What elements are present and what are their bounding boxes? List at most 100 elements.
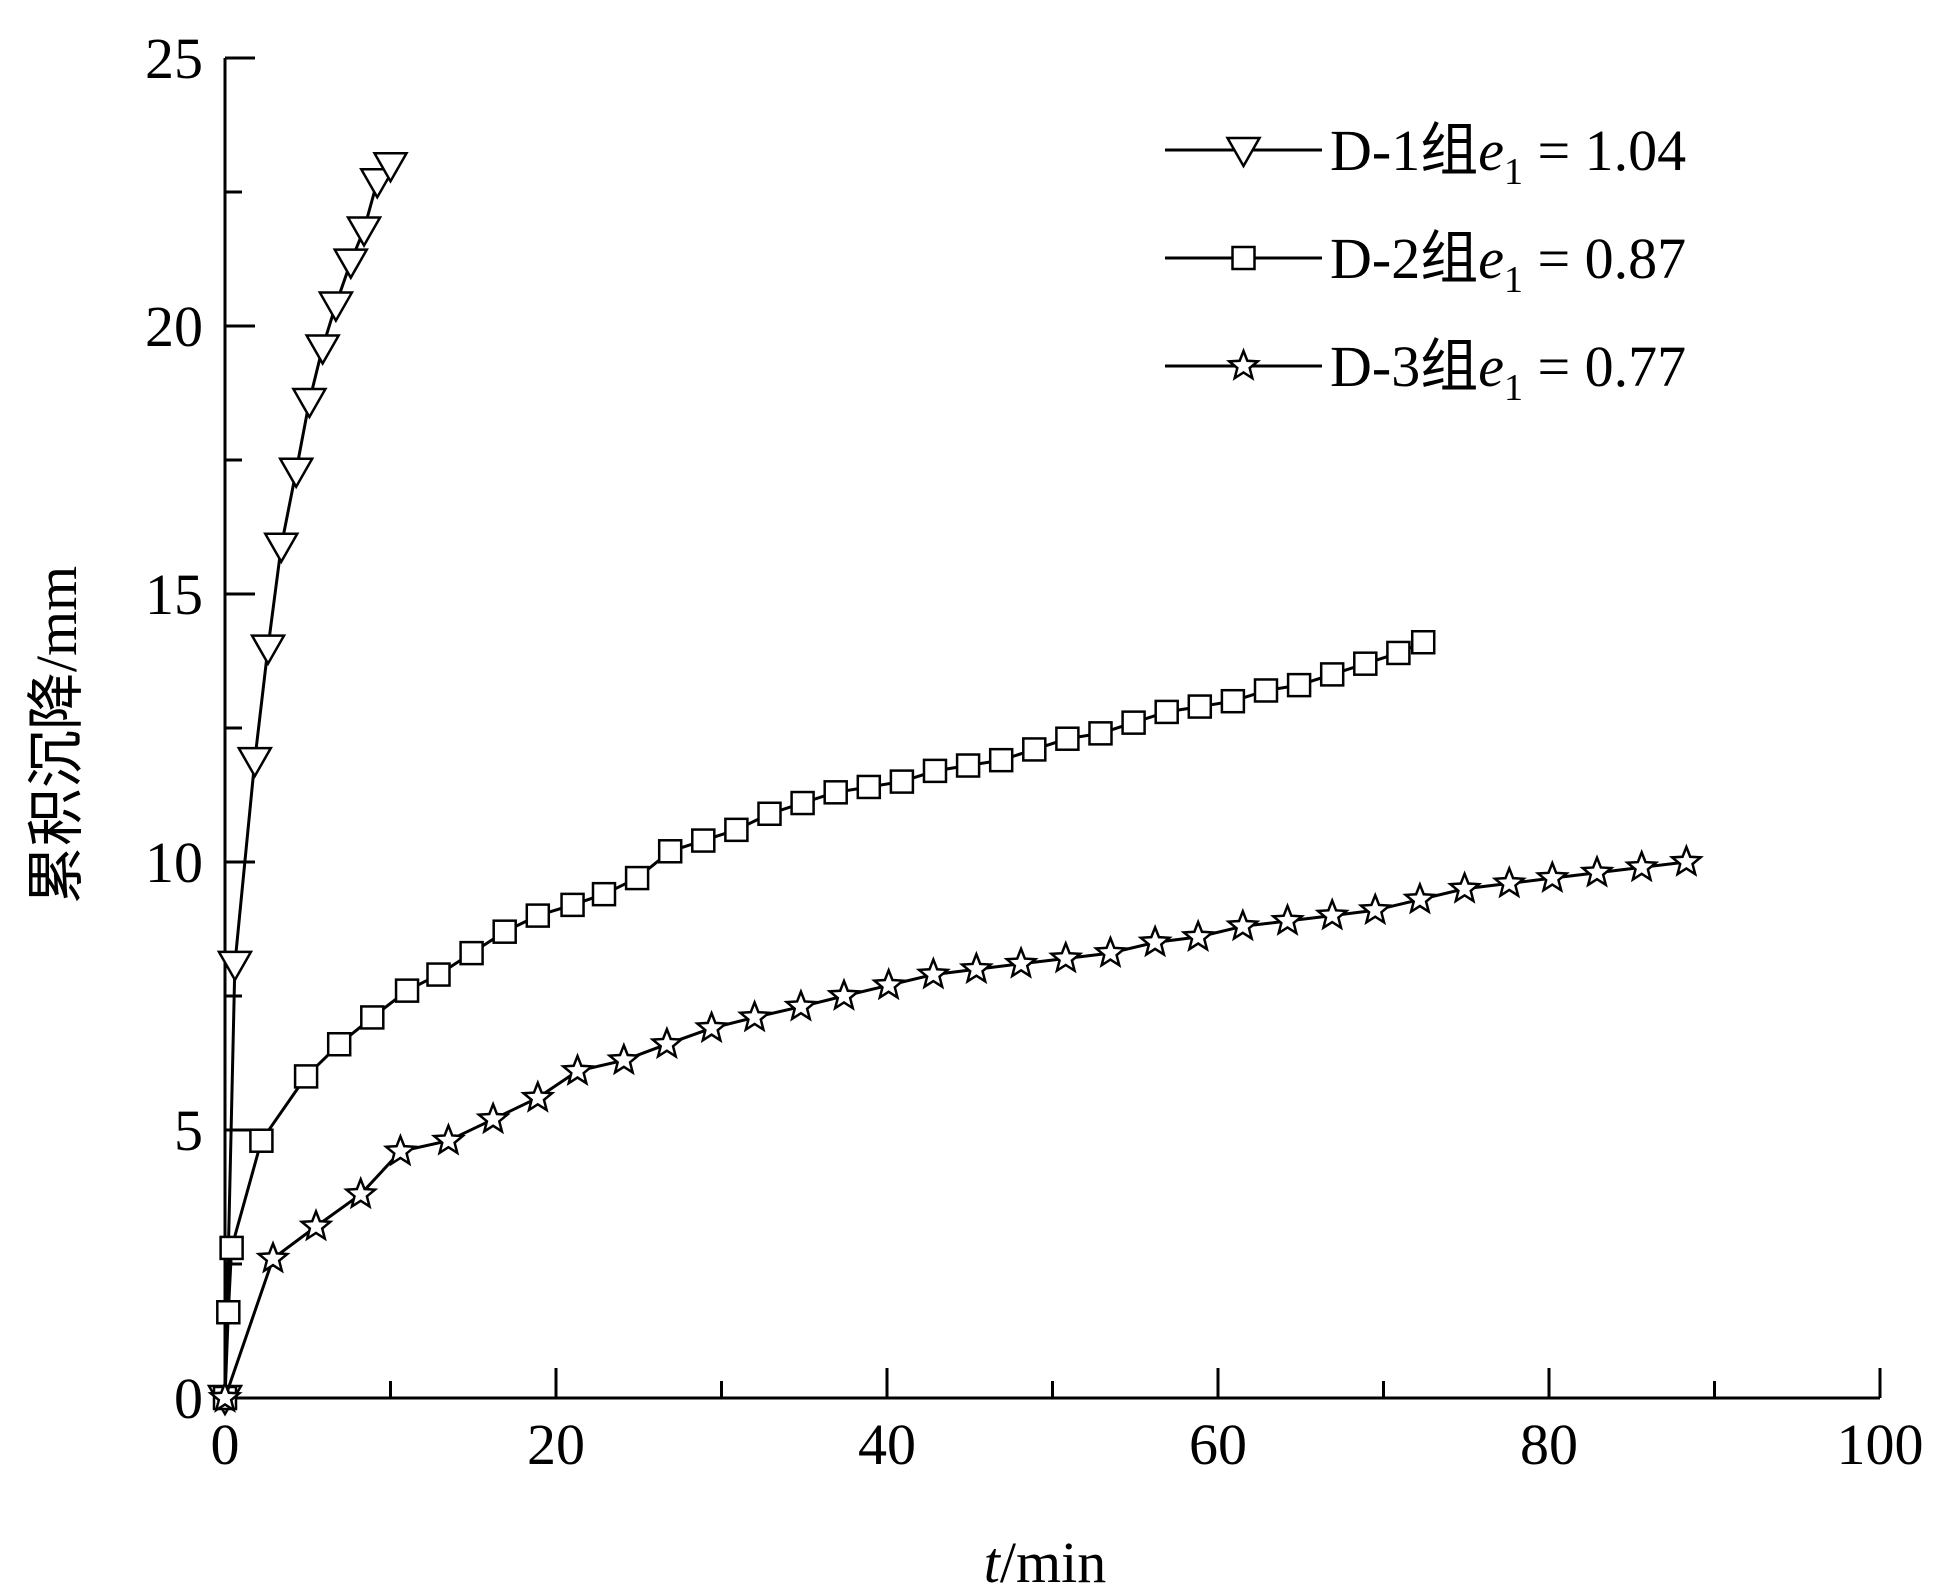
data-point-star bbox=[207, 1379, 243, 1413]
data-point-square bbox=[293, 1064, 319, 1089]
legend-label-prefix: D-2组 bbox=[1330, 226, 1478, 291]
data-point-star bbox=[737, 999, 773, 1033]
data-point-square bbox=[922, 758, 948, 784]
x-tick-label: 20 bbox=[527, 1412, 585, 1477]
legend-entry-3: D-3组e1 = 0.77 bbox=[1165, 334, 1686, 409]
data-point-square bbox=[1022, 737, 1047, 762]
data-point-star bbox=[1003, 945, 1039, 979]
legend-entry-2: D-2组e1 = 0.87 bbox=[1165, 226, 1686, 301]
y-tick-label: 5 bbox=[174, 1098, 203, 1163]
data-point-square bbox=[1353, 651, 1378, 676]
data-point-square bbox=[724, 817, 749, 843]
legend-label: D-2组e1 = 0.87 bbox=[1330, 226, 1686, 301]
data-point-star bbox=[694, 1009, 730, 1044]
legend-label-sub: 1 bbox=[1504, 151, 1523, 193]
data-point-triangle bbox=[332, 248, 369, 281]
y-tick-label: 20 bbox=[145, 294, 203, 359]
data-point-square bbox=[889, 769, 915, 794]
data-point-square bbox=[757, 801, 782, 827]
data-point-star bbox=[520, 1079, 556, 1113]
tick-labels: 0 20 40 60 80 100 0 5 10 15 20 25 bbox=[145, 26, 1924, 1477]
data-point-square bbox=[624, 865, 650, 891]
data-point-square bbox=[856, 774, 882, 800]
series-2 bbox=[212, 629, 1436, 1411]
data-point-star bbox=[1491, 865, 1527, 899]
data-point-star bbox=[958, 950, 994, 985]
data-point-star bbox=[1180, 918, 1216, 952]
data-point-star bbox=[430, 1122, 466, 1156]
data-point-star bbox=[826, 977, 862, 1011]
data-point-square bbox=[1088, 721, 1113, 746]
legend-label-prefix: D-1组 bbox=[1330, 118, 1478, 183]
data-point-star bbox=[871, 966, 907, 1001]
data-point-star bbox=[1225, 907, 1261, 942]
legend-label-prefix: D-3组 bbox=[1330, 334, 1478, 399]
data-point-square bbox=[1220, 688, 1246, 714]
data-point-star bbox=[1092, 934, 1128, 969]
data-point-square bbox=[1286, 672, 1312, 698]
y-tick-label: 15 bbox=[145, 562, 203, 627]
legend-label-sub: 1 bbox=[1504, 367, 1523, 409]
series-line bbox=[223, 860, 1687, 1399]
data-point-star bbox=[1668, 843, 1704, 877]
data-point-square bbox=[657, 839, 683, 864]
data-point-triangle bbox=[249, 634, 287, 667]
data-point-triangle bbox=[236, 746, 273, 779]
y-axis-label: 累积沉降/mm bbox=[24, 566, 89, 904]
data-point-square bbox=[492, 919, 517, 944]
data-point-square bbox=[1386, 640, 1411, 666]
data-point-square bbox=[691, 828, 716, 853]
legend: D-1组e1 = 1.04D-2组e1 = 0.87D-3组e1 = 0.77 bbox=[1165, 118, 1686, 409]
legend-label-var: e bbox=[1478, 226, 1504, 291]
x-tick-label: 40 bbox=[858, 1412, 916, 1477]
data-point-star bbox=[475, 1100, 511, 1135]
data-point-square bbox=[1253, 678, 1279, 703]
data-point-square bbox=[1187, 694, 1213, 719]
data-point-star bbox=[1579, 854, 1615, 888]
y-tick-label: 10 bbox=[145, 830, 203, 895]
data-point-star bbox=[649, 1025, 685, 1060]
data-point-star bbox=[298, 1208, 334, 1242]
data-point-triangle bbox=[345, 216, 383, 249]
x-tick-label: 0 bbox=[211, 1412, 240, 1477]
legend-label-value: = 1.04 bbox=[1523, 118, 1686, 183]
x-tick-label: 80 bbox=[1520, 1412, 1578, 1477]
data-point-triangle bbox=[359, 168, 396, 200]
data-point-square bbox=[591, 881, 617, 907]
data-point-star bbox=[1357, 891, 1393, 926]
data-point-star bbox=[783, 988, 819, 1022]
data-point-square bbox=[249, 1128, 274, 1153]
legend-label: D-3组e1 = 0.77 bbox=[1330, 334, 1686, 409]
data-point-square bbox=[394, 978, 420, 1003]
data-point-square bbox=[525, 903, 551, 928]
y-tick-label: 0 bbox=[174, 1366, 203, 1431]
legend-label-value: = 0.87 bbox=[1523, 226, 1686, 291]
data-point-square bbox=[790, 790, 815, 816]
data-point-square bbox=[459, 940, 484, 966]
data-point-square bbox=[360, 1005, 385, 1030]
legend-label-value: = 0.77 bbox=[1523, 334, 1686, 399]
data-point-star bbox=[1048, 940, 1084, 974]
data-point-triangle bbox=[263, 532, 300, 565]
legend-label-var: e bbox=[1478, 334, 1504, 399]
data-point-square bbox=[988, 747, 1014, 773]
data-point-square bbox=[1410, 629, 1436, 655]
legend-label-sub: 1 bbox=[1504, 259, 1523, 301]
data-point-triangle bbox=[278, 457, 315, 490]
data-point-triangle bbox=[291, 387, 328, 420]
data-point-square bbox=[326, 1031, 352, 1057]
data-point-star bbox=[382, 1133, 418, 1167]
data-point-triangle bbox=[1225, 136, 1262, 169]
data-point-triangle bbox=[304, 334, 341, 366]
legend-label-var: e bbox=[1478, 118, 1504, 183]
y-tick-label: 25 bbox=[145, 26, 203, 91]
data-point-square bbox=[1319, 662, 1345, 687]
data-point-star bbox=[1137, 923, 1173, 958]
data-point-square bbox=[823, 780, 848, 805]
data-point-star bbox=[1624, 848, 1660, 883]
data-point-square bbox=[1154, 699, 1179, 725]
data-point-star bbox=[1447, 870, 1483, 904]
data-point-star bbox=[255, 1240, 291, 1274]
data-point-square bbox=[1231, 245, 1256, 271]
